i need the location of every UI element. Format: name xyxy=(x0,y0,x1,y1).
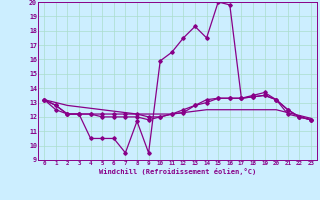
X-axis label: Windchill (Refroidissement éolien,°C): Windchill (Refroidissement éolien,°C) xyxy=(99,168,256,175)
